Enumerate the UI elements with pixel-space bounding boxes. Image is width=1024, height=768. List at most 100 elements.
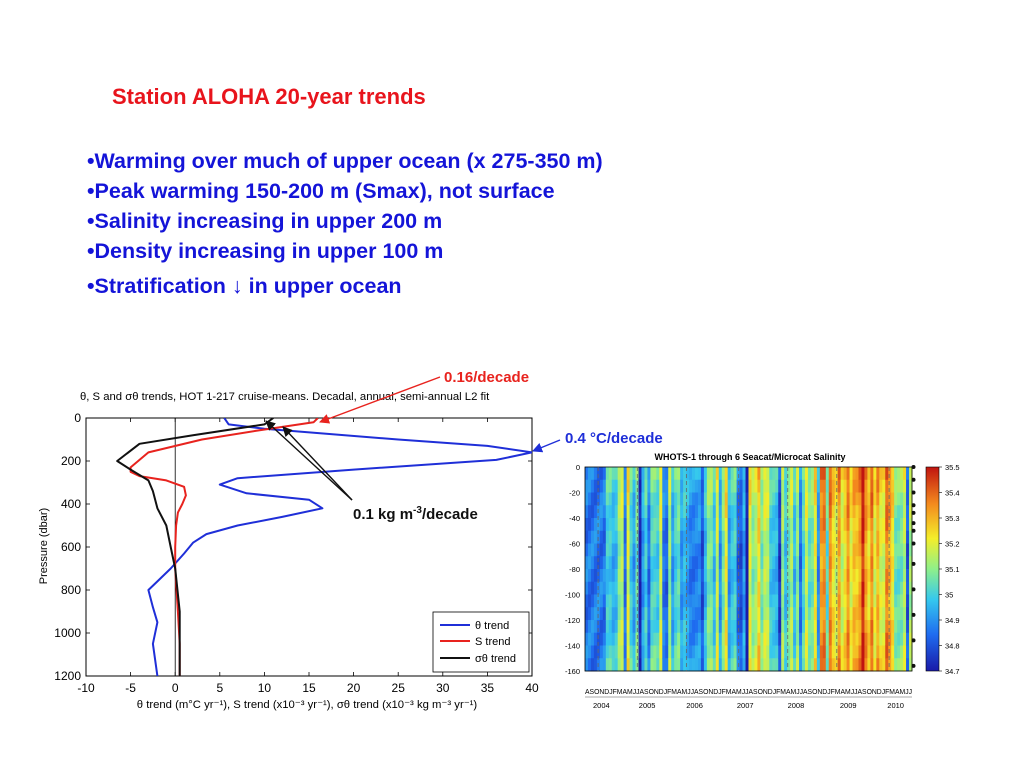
heatmap-cell (888, 658, 892, 672)
heatmap-cell (796, 530, 800, 544)
heatmap-cell (775, 518, 779, 532)
heatmap-cell (804, 556, 809, 570)
heatmap-cell (828, 518, 833, 532)
heatmap-cell (825, 632, 830, 646)
heatmap-cell (867, 607, 871, 621)
heatmap-cell (730, 607, 735, 621)
density-trend-line (116, 418, 274, 676)
heatmap-cell (686, 620, 690, 634)
density-callout-arrow-1 (282, 426, 353, 501)
heatmap-cell (659, 479, 663, 493)
heatmap-cell (650, 632, 654, 646)
heatmap-cell (831, 492, 836, 506)
heatmap-cell (638, 479, 642, 493)
heatmap-cell (831, 467, 836, 481)
heatmap-cell (641, 581, 645, 595)
heatmap-cell (644, 505, 648, 519)
heatmap-cell (772, 530, 776, 544)
heatmap-cell (784, 569, 788, 583)
heatmap-cell (653, 492, 657, 506)
y-tick-label: 1200 (54, 669, 81, 683)
heatmap-cell (867, 645, 871, 659)
heatmap-cell (587, 607, 592, 621)
heatmap-cell (778, 556, 782, 570)
heatmap-cell (849, 632, 853, 646)
heatmap-cell (849, 530, 853, 544)
heatmap-cell (897, 645, 901, 659)
heatmap-cell (689, 543, 693, 557)
heatmap-cell (680, 581, 684, 595)
heatmap-cell (760, 530, 764, 544)
heatmap-cell (626, 607, 630, 621)
heatmap-cell (697, 556, 702, 570)
heatmap-cell (861, 620, 865, 634)
heatmap-cell (745, 492, 749, 506)
heatmap-cell (840, 518, 845, 532)
heatmap-cell (751, 543, 755, 557)
heatmap-cell (611, 543, 616, 557)
heatmap-cell (906, 569, 910, 583)
heatmap-cell (810, 594, 815, 608)
heatmap-cell (629, 581, 633, 595)
heatmap-cell (819, 594, 824, 608)
heatmap-cell (831, 658, 836, 672)
heatmap-cell (828, 594, 833, 608)
heatmap-cell (623, 556, 628, 570)
heatmap-cell (611, 467, 616, 481)
heatmap-cell (721, 556, 726, 570)
heatmap-cell (778, 467, 782, 481)
heatmap-cell (733, 645, 738, 659)
heatmap-cell (855, 581, 859, 595)
heatmap-cell (807, 620, 812, 634)
heatmap-cell (861, 645, 865, 659)
heatmap-cell (882, 518, 886, 532)
heatmap-cell (593, 543, 598, 557)
heatmap-cell (778, 479, 782, 493)
heatmap-cell (626, 645, 630, 659)
heatmap-cell (692, 569, 696, 583)
heatmap-cell (733, 467, 738, 481)
heatmap-cell (733, 479, 738, 493)
heatmap-cell (745, 467, 749, 481)
heatmap-cell (587, 556, 592, 570)
heatmap-cell (671, 467, 675, 481)
heatmap-cell (781, 620, 785, 634)
heatmap-cell (683, 467, 687, 481)
heatmap-cell (712, 645, 717, 659)
heatmap-cell (763, 556, 767, 570)
heatmap-cell (733, 530, 738, 544)
heatmap-cell (840, 530, 845, 544)
heatmap-cell (769, 607, 773, 621)
heatmap-cell (596, 530, 601, 544)
heatmap-cell (638, 620, 642, 634)
heatmap-cell (617, 569, 622, 583)
heatmap-cell (638, 607, 642, 621)
heatmap-cell (885, 645, 889, 659)
heatmap-cell (894, 492, 898, 506)
heatmap-cell (748, 632, 752, 646)
heatmap-cell (686, 543, 690, 557)
heatmap-cell (650, 569, 654, 583)
heatmap-cell (611, 632, 616, 646)
heatmap-cell (909, 581, 913, 595)
heatmap-cell (816, 518, 821, 532)
x-tick-label: 15 (302, 681, 316, 695)
heatmap-cell (855, 607, 859, 621)
heatmap-cell (745, 581, 749, 595)
heatmap-cell (674, 581, 678, 595)
y-axis-label: Pressure (dbar) (38, 508, 50, 584)
heatmap-cell (671, 607, 675, 621)
heatmap-cell (620, 518, 625, 532)
heatmap-cell (793, 581, 797, 595)
heatmap-cell (882, 581, 886, 595)
heatmap-cell (834, 556, 839, 570)
heatmap-cell (677, 620, 681, 634)
heatmap-cell (602, 467, 607, 481)
heatmap-cell (861, 569, 865, 583)
heatmap-cell (697, 569, 702, 583)
heatmap-cell (721, 518, 726, 532)
heatmap-cell (858, 632, 862, 646)
heatmap-cell (879, 569, 883, 583)
heatmap-cell (754, 543, 758, 557)
sensor-depth-marker (911, 490, 916, 495)
